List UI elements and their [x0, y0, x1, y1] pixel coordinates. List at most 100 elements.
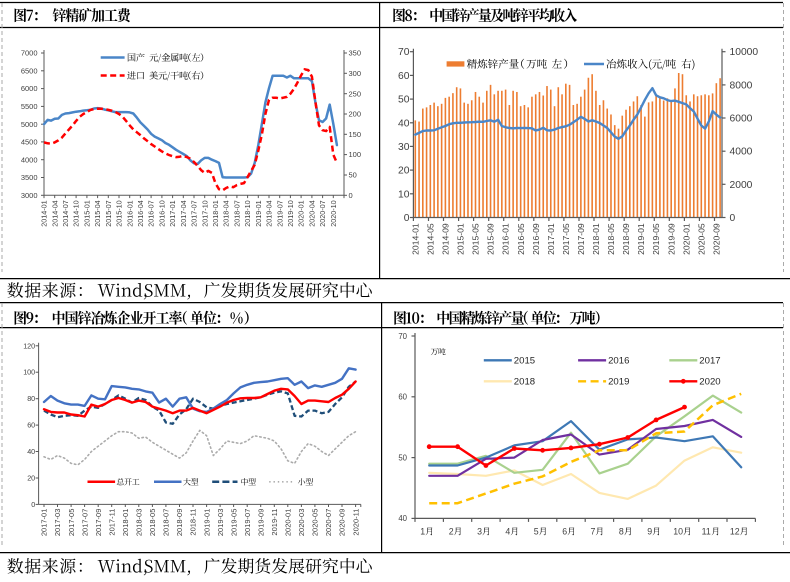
svg-text:2018-10: 2018-10 — [243, 200, 252, 226]
svg-text:100: 100 — [349, 150, 362, 159]
svg-text:120: 120 — [23, 341, 35, 350]
svg-text:2017-05: 2017-05 — [561, 223, 571, 255]
svg-text:2015-01: 2015-01 — [456, 223, 466, 255]
svg-text:2020-04: 2020-04 — [308, 200, 317, 226]
svg-text:60: 60 — [398, 393, 407, 402]
svg-text:10: 10 — [673, 527, 683, 537]
svg-text:2016-07: 2016-07 — [147, 200, 156, 226]
svg-text:2018-07: 2018-07 — [162, 509, 171, 537]
svg-text:2019-09: 2019-09 — [666, 223, 676, 255]
svg-text:2017-01: 2017-01 — [40, 509, 49, 537]
svg-text:2017-07: 2017-07 — [190, 200, 199, 226]
svg-text:30: 30 — [398, 142, 410, 153]
svg-text:3000: 3000 — [21, 191, 38, 200]
svg-text:300: 300 — [349, 69, 362, 78]
svg-text:2018-07: 2018-07 — [233, 200, 242, 226]
svg-text:2016-09: 2016-09 — [531, 223, 541, 255]
svg-text:8: 8 — [619, 527, 624, 537]
svg-text:12: 12 — [730, 527, 740, 537]
svg-text:2020-10: 2020-10 — [329, 200, 338, 226]
svg-text:6000: 6000 — [730, 114, 753, 125]
svg-text:3: 3 — [477, 527, 482, 537]
svg-text:50: 50 — [398, 453, 407, 462]
svg-text:2019-01: 2019-01 — [202, 509, 211, 537]
svg-text:40: 40 — [27, 447, 35, 456]
svg-text:6500: 6500 — [21, 66, 38, 75]
svg-text:2019-07: 2019-07 — [275, 200, 284, 226]
svg-text:2017-05: 2017-05 — [67, 509, 76, 537]
svg-text:50: 50 — [349, 171, 357, 180]
svg-text:2018: 2018 — [514, 377, 535, 388]
svg-text:4000: 4000 — [730, 147, 753, 158]
svg-text:8000: 8000 — [730, 80, 753, 91]
svg-text:70: 70 — [398, 47, 410, 58]
svg-text:5: 5 — [534, 527, 539, 537]
svg-text:2017-09: 2017-09 — [94, 509, 103, 537]
svg-text:2018-01: 2018-01 — [121, 509, 130, 537]
svg-text:4: 4 — [505, 527, 510, 537]
svg-text:2014-09: 2014-09 — [441, 223, 451, 255]
svg-text:80: 80 — [27, 394, 35, 403]
svg-text:2017-01: 2017-01 — [546, 223, 556, 255]
svg-text:0: 0 — [730, 213, 736, 224]
svg-text:100: 100 — [23, 368, 35, 377]
svg-text:2017-01: 2017-01 — [168, 200, 177, 226]
svg-text:2014-01: 2014-01 — [410, 223, 420, 255]
svg-text:20: 20 — [398, 166, 410, 177]
svg-text:2019-05: 2019-05 — [229, 509, 238, 537]
svg-text:2019: 2019 — [608, 377, 629, 388]
svg-text:4000: 4000 — [21, 155, 38, 164]
svg-text:2016-04: 2016-04 — [136, 200, 145, 226]
svg-text:2017-07: 2017-07 — [80, 509, 89, 537]
svg-text:5500: 5500 — [21, 102, 38, 111]
svg-text:9: 9 — [647, 527, 652, 537]
svg-text:2014-01: 2014-01 — [40, 200, 49, 226]
svg-text:2019-01: 2019-01 — [636, 223, 646, 255]
svg-text:2018-11: 2018-11 — [189, 509, 198, 536]
svg-text:40: 40 — [398, 514, 407, 523]
svg-text:2018-05: 2018-05 — [606, 223, 616, 255]
svg-text:6: 6 — [562, 527, 567, 537]
svg-text:250: 250 — [349, 89, 362, 98]
svg-text:2019-10: 2019-10 — [286, 200, 295, 226]
svg-text:2020-03: 2020-03 — [297, 509, 306, 537]
svg-text:2017-03: 2017-03 — [53, 509, 62, 537]
svg-text:2016: 2016 — [608, 356, 629, 367]
svg-text:4500: 4500 — [21, 138, 38, 147]
svg-text:0: 0 — [349, 191, 353, 200]
svg-text:2020: 2020 — [699, 377, 720, 388]
svg-text:2019-03: 2019-03 — [216, 509, 225, 537]
svg-text:2019-11: 2019-11 — [270, 509, 279, 536]
svg-text:5000: 5000 — [21, 120, 38, 129]
svg-text:2017: 2017 — [699, 356, 720, 367]
svg-text:2000: 2000 — [730, 180, 753, 191]
svg-text:7: 7 — [591, 527, 596, 537]
svg-text:7000: 7000 — [21, 49, 38, 58]
svg-text:2017-04: 2017-04 — [179, 200, 188, 226]
svg-text:2015-09: 2015-09 — [486, 223, 496, 255]
svg-text:2017-09: 2017-09 — [576, 223, 586, 255]
svg-text:2015: 2015 — [514, 356, 535, 367]
svg-text:2017-11: 2017-11 — [107, 509, 116, 536]
svg-text:2015-05: 2015-05 — [471, 223, 481, 255]
svg-text:10: 10 — [398, 189, 410, 200]
svg-text:2020-09: 2020-09 — [712, 223, 722, 255]
svg-text:2019-04: 2019-04 — [265, 200, 274, 226]
svg-text:0: 0 — [31, 500, 35, 509]
svg-text:60: 60 — [398, 71, 410, 82]
svg-text:70: 70 — [398, 332, 407, 341]
svg-text:2018-09: 2018-09 — [621, 223, 631, 255]
svg-text:60: 60 — [27, 421, 35, 430]
svg-text:1: 1 — [420, 527, 425, 537]
svg-text:20: 20 — [27, 474, 35, 483]
svg-text:2020-07: 2020-07 — [324, 509, 333, 537]
svg-text:2016-05: 2016-05 — [516, 223, 526, 255]
svg-text:10000: 10000 — [730, 47, 759, 58]
svg-text:2015-07: 2015-07 — [104, 200, 113, 226]
svg-text:2016-01: 2016-01 — [125, 200, 134, 226]
svg-text:2019-01: 2019-01 — [254, 200, 263, 226]
svg-text:2015-04: 2015-04 — [93, 200, 102, 226]
svg-text:2015-10: 2015-10 — [115, 200, 124, 226]
svg-text:2014-10: 2014-10 — [72, 200, 81, 226]
svg-text:6000: 6000 — [21, 84, 38, 93]
